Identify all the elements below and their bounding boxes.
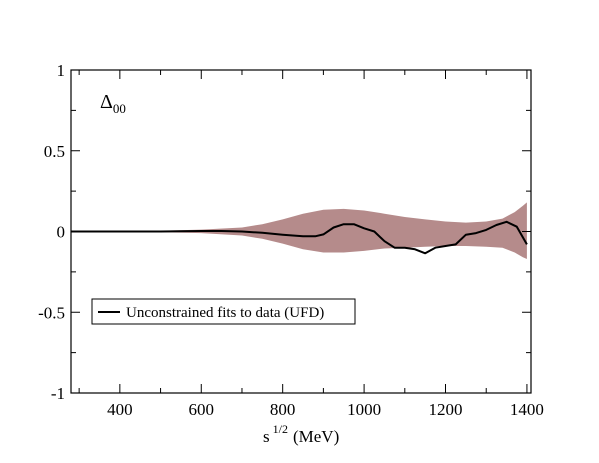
- x-axis-title-var: s: [263, 427, 270, 446]
- x-axis-title-unit: (MeV): [293, 427, 339, 446]
- y-tick-label: -0.5: [38, 303, 65, 322]
- delta-subscript: 00: [113, 101, 126, 116]
- legend-box: [91, 298, 356, 325]
- y-tick-label: 1: [57, 61, 66, 80]
- y-tick-label: 0.5: [44, 142, 65, 161]
- legend-label-ufd: Unconstrained fits to data (UFD): [126, 305, 324, 321]
- series-line-0: [71, 220, 528, 255]
- y-tick-label: -1: [51, 384, 65, 403]
- x-tick-label: 400: [107, 400, 133, 419]
- delta-annotation: Δ00: [100, 91, 126, 116]
- y-tick-label: 0: [57, 223, 66, 242]
- x-axis-title: s 1/2 (MeV): [263, 422, 339, 446]
- x-tick-label: 1400: [510, 400, 544, 419]
- x-tick-label: 1200: [429, 400, 463, 419]
- x-tick-label: 1000: [347, 400, 381, 419]
- uncertainty-band-layer: [71, 202, 527, 259]
- uncertainty-band: [71, 202, 527, 259]
- axes-layer: 400 600 800 1000 1200 1400 -1 -0.5 0 0.5 1: [38, 61, 544, 419]
- x-tick-label: 600: [189, 400, 215, 419]
- series-layer: [71, 220, 528, 255]
- x-tick-label: 800: [270, 400, 296, 419]
- legend: Unconstrained fits to data (UFD): [91, 298, 356, 325]
- x-axis-title-sup: 1/2: [273, 422, 288, 436]
- delta-symbol: Δ: [100, 91, 113, 113]
